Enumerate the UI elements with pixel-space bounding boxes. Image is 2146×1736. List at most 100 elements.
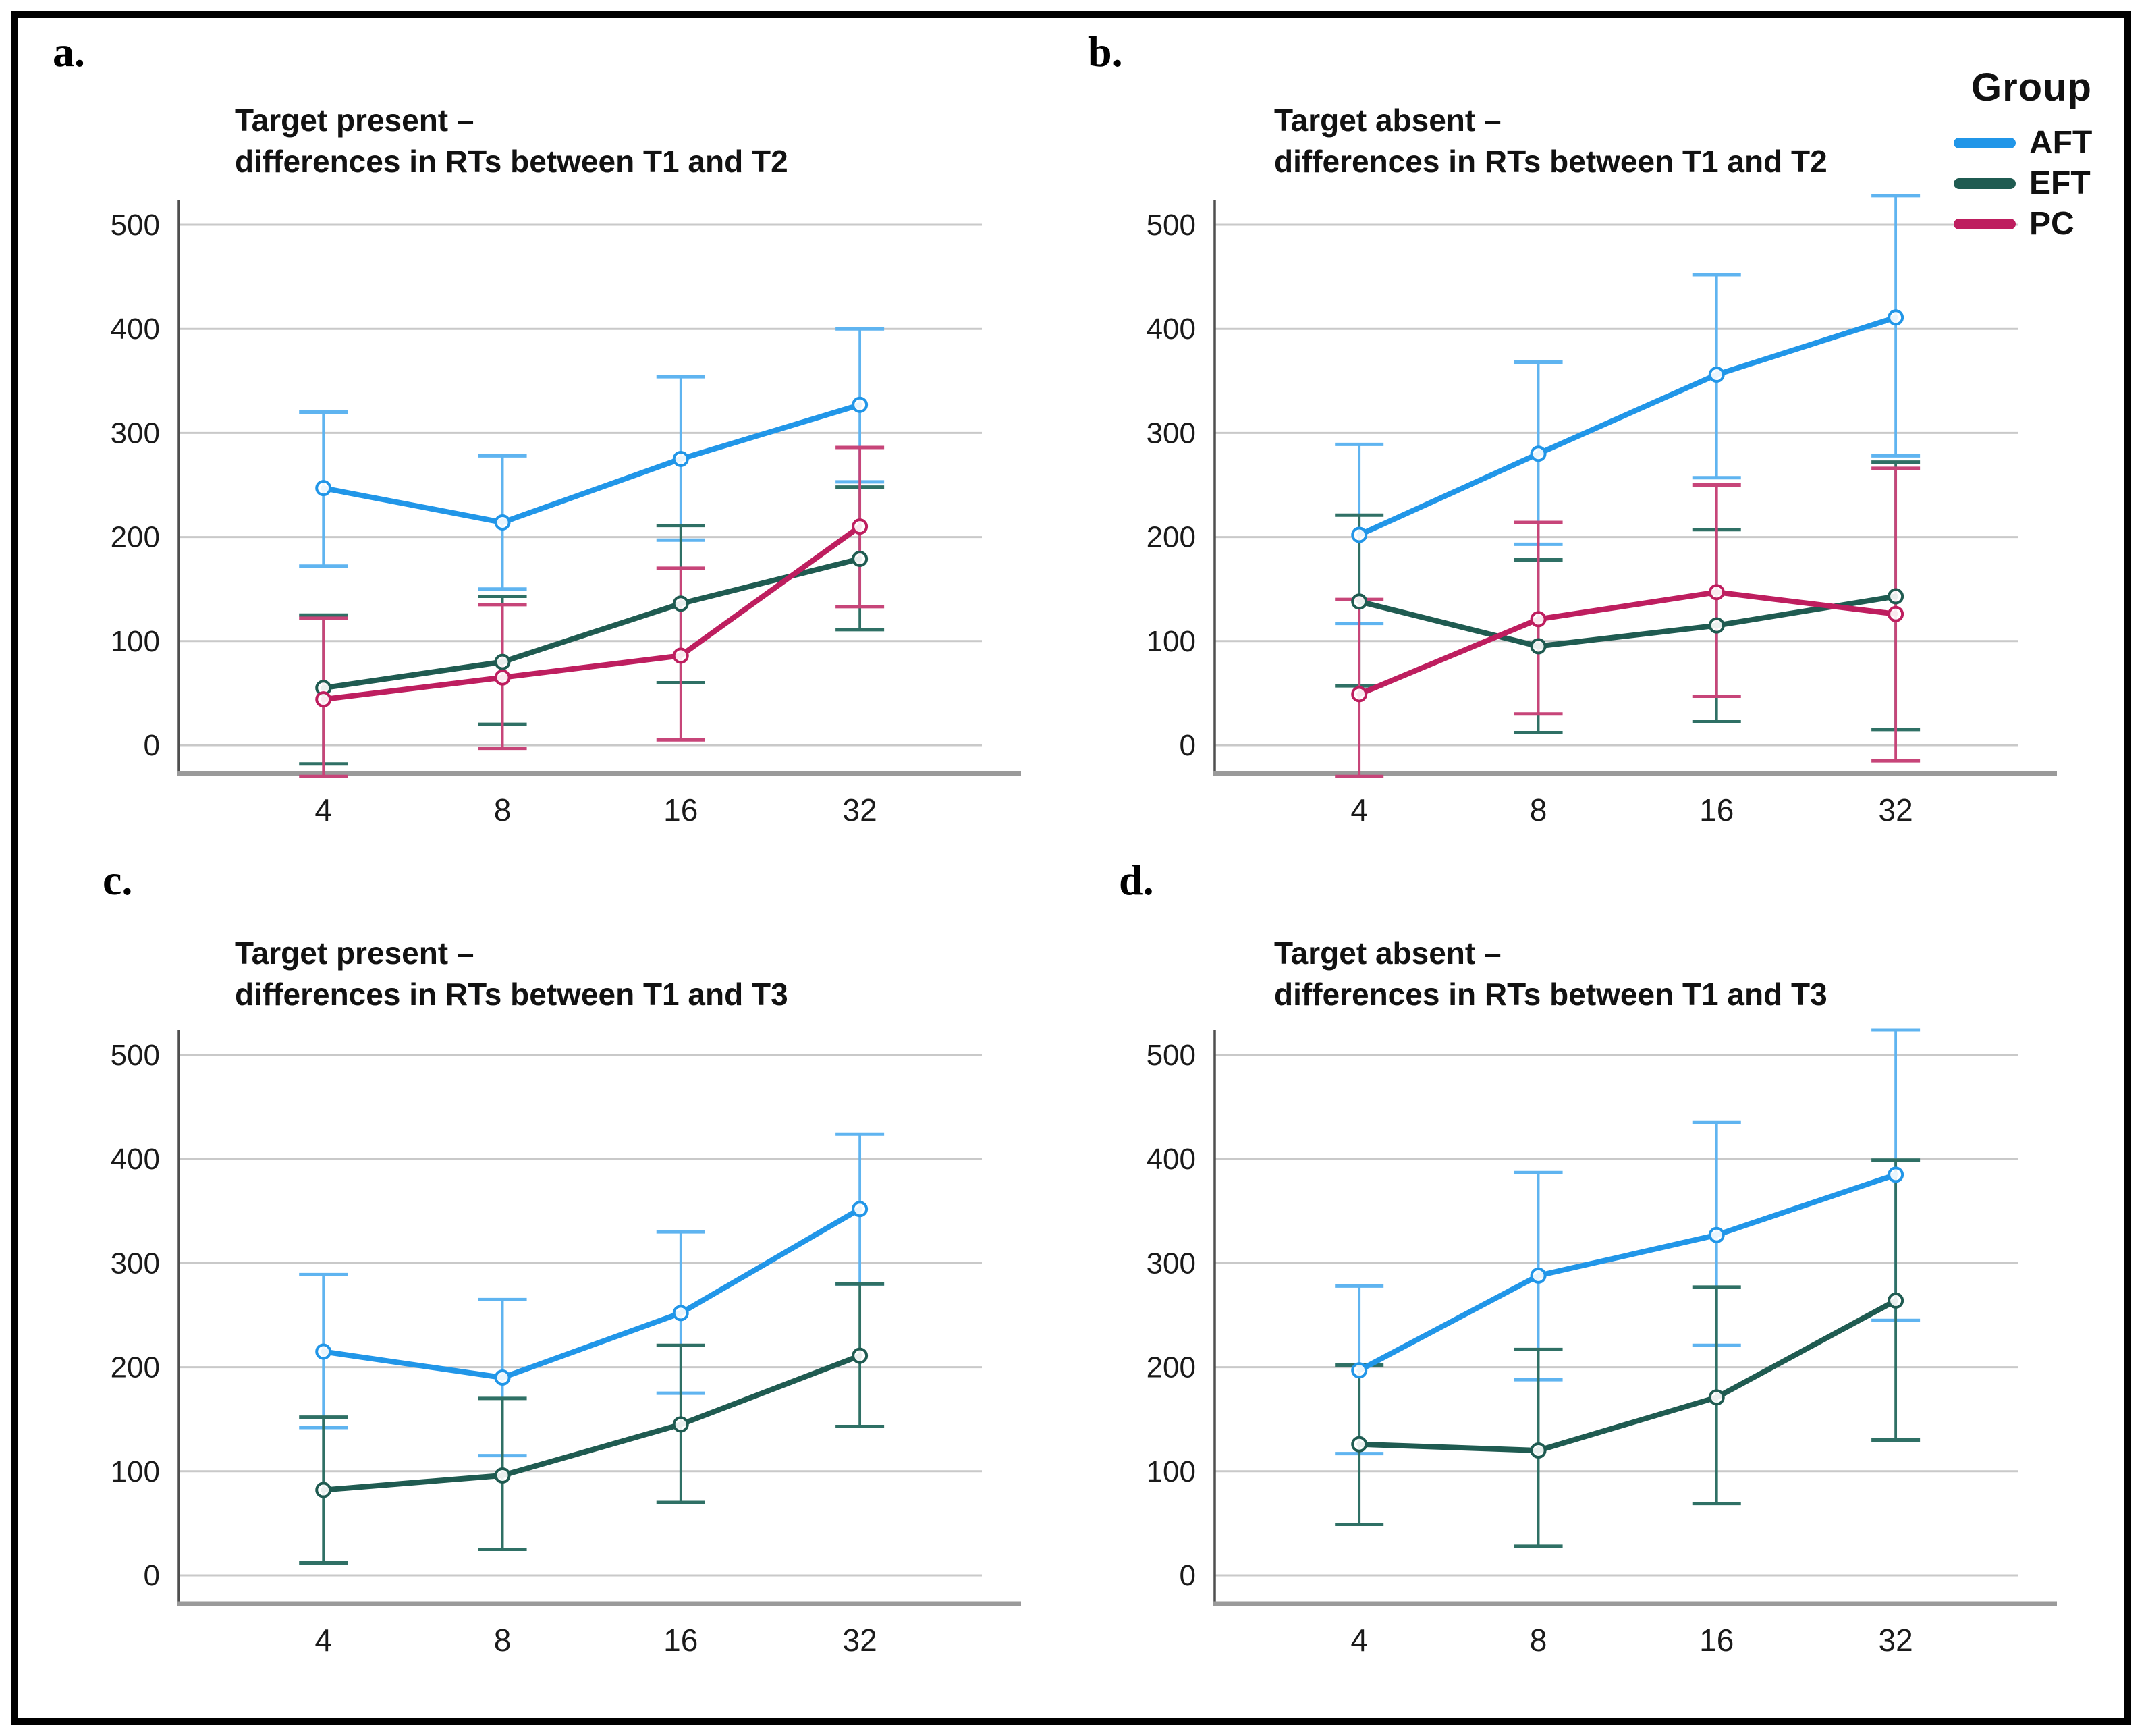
data-point-marker <box>1530 611 1547 628</box>
data-point-marker <box>672 595 689 612</box>
data-point-marker <box>1708 1226 1725 1243</box>
y-tick-label: 0 <box>1180 729 1196 762</box>
x-tick-label: 32 <box>843 792 877 828</box>
series-AFT-line <box>321 1206 863 1381</box>
aft-line-swatch-icon <box>1954 138 2016 148</box>
x-tick-label: 4 <box>314 1623 332 1658</box>
x-tick-label: 4 <box>314 792 332 828</box>
y-tick-label: 100 <box>111 625 160 658</box>
y-tick-label: 500 <box>1147 209 1196 242</box>
axis-spines <box>1213 1030 2057 1606</box>
x-axis-tick-labels: 4 8 16 32 <box>314 792 877 828</box>
panel-b-title-line2: differences in RTs between T1 and T2 <box>1274 143 1827 179</box>
y-tick-label: 300 <box>1147 416 1196 450</box>
panel-d-plot: 0 100 200 300 400 500 4 8 16 32 <box>1147 1028 2057 1658</box>
data-point-marker <box>1708 584 1725 601</box>
data-point-marker <box>1888 1166 1904 1183</box>
series-PC-markers <box>315 518 869 708</box>
axis-spines <box>1213 200 2057 776</box>
x-tick-label: 16 <box>663 792 698 828</box>
series-PC-line <box>321 524 863 703</box>
y-axis-tick-labels: 0 100 200 300 400 500 <box>1147 209 1196 762</box>
gridlines <box>179 223 982 747</box>
series-PC-line <box>1356 589 1899 697</box>
x-tick-label: 8 <box>1530 792 1547 828</box>
data-point-marker <box>852 518 869 535</box>
x-tick-label: 4 <box>1350 792 1368 828</box>
data-point-marker <box>1888 309 1904 326</box>
series-AFT-line <box>1356 315 1899 538</box>
series-AFT-errorbars <box>1335 1028 1921 1456</box>
data-point-marker <box>672 450 689 467</box>
series-EFT-errorbars <box>1335 460 1921 734</box>
series-AFT-line <box>321 402 863 526</box>
panel-d-title-line1: Target absent – <box>1274 935 1502 971</box>
pc-line-swatch-icon <box>1954 219 2016 229</box>
data-point-marker <box>1530 638 1547 655</box>
eft-line-swatch-icon <box>1954 178 2016 189</box>
data-point-marker <box>494 669 511 686</box>
series-PC-errorbars <box>299 445 885 778</box>
panel-b-label: b. <box>1088 28 1123 76</box>
panel-a-plot: 0 100 200 300 400 500 4 8 16 32 <box>111 200 1021 828</box>
panel-d-label: d. <box>1119 856 1154 904</box>
axis-spines <box>177 1030 1021 1606</box>
data-point-marker <box>1708 367 1725 383</box>
y-tick-label: 400 <box>111 1143 160 1176</box>
data-point-marker <box>1351 1436 1368 1453</box>
series-AFT-markers <box>1351 309 1904 543</box>
axis-spines <box>177 200 1021 776</box>
x-tick-label: 32 <box>1879 792 1913 828</box>
data-point-marker <box>1708 617 1725 634</box>
y-axis-tick-labels: 0 100 200 300 400 500 <box>111 1039 160 1592</box>
y-tick-label: 300 <box>111 1247 160 1280</box>
y-tick-label: 200 <box>111 521 160 554</box>
data-point-marker <box>672 647 689 664</box>
panel-b-plot: 0 100 200 300 400 500 4 8 16 32 <box>1147 194 2057 828</box>
x-tick-label: 8 <box>494 792 512 828</box>
data-point-marker <box>852 396 869 413</box>
x-axis-tick-labels: 4 8 16 32 <box>1350 792 1913 828</box>
panel-d-title: Target absent – differences in RTs betwe… <box>1274 933 1827 1014</box>
x-axis-tick-labels: 4 8 16 32 <box>314 1623 877 1658</box>
data-point-marker <box>852 1201 869 1218</box>
y-tick-label: 300 <box>1147 1247 1196 1280</box>
legend: Group AFT EFT PC <box>1954 65 2143 249</box>
series-EFT-errorbars <box>299 485 885 766</box>
data-point-marker <box>494 653 511 670</box>
series-AFT-markers <box>315 396 869 531</box>
data-point-marker <box>315 1482 332 1498</box>
series-PC-errorbars <box>1335 466 1921 778</box>
panel-a-title: Target present – differences in RTs betw… <box>235 100 788 182</box>
y-tick-label: 0 <box>1180 1559 1196 1592</box>
data-point-marker <box>494 514 511 531</box>
panel-a-title-line2: differences in RTs between T1 and T2 <box>235 143 788 179</box>
legend-title: Group <box>1971 65 2092 109</box>
series-EFT-line <box>1356 1297 1899 1453</box>
series-EFT-errorbars <box>299 1282 885 1565</box>
x-tick-label: 8 <box>1530 1623 1547 1658</box>
gridlines <box>1215 223 2018 747</box>
panel-b-title-line1: Target absent – <box>1274 103 1502 138</box>
y-axis-tick-labels: 0 100 200 300 400 500 <box>111 209 160 762</box>
series-EFT-line <box>321 555 863 691</box>
y-tick-label: 200 <box>1147 521 1196 554</box>
data-point-marker <box>315 1343 332 1360</box>
series-EFT-markers <box>1351 588 1904 655</box>
data-point-marker <box>672 1305 689 1322</box>
y-tick-label: 400 <box>111 313 160 346</box>
series-AFT-errorbars <box>1335 194 1921 626</box>
series-AFT-line <box>1356 1172 1899 1374</box>
panel-a-label: a. <box>53 28 85 76</box>
legend-item-aft: AFT <box>1954 127 2143 159</box>
series-EFT-markers <box>1351 1292 1904 1459</box>
panel-d-title-line2: differences in RTs between T1 and T3 <box>1274 976 1827 1012</box>
x-tick-label: 32 <box>843 1623 877 1658</box>
x-tick-label: 16 <box>1699 792 1734 828</box>
panel-a-title-line1: Target present – <box>235 103 474 138</box>
series-AFT-markers <box>1351 1166 1904 1379</box>
data-point-marker <box>1888 588 1904 605</box>
panel-c-title-line2: differences in RTs between T1 and T3 <box>235 976 788 1012</box>
legend-item-pc: PC <box>1954 208 2143 240</box>
data-point-marker <box>1888 605 1904 622</box>
